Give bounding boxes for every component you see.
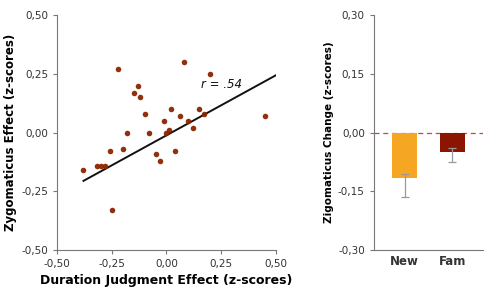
Point bbox=[97, 163, 105, 168]
Point bbox=[156, 159, 164, 163]
Point bbox=[123, 130, 131, 135]
Point bbox=[108, 208, 116, 213]
Point bbox=[206, 72, 214, 76]
Point bbox=[106, 149, 114, 154]
Point bbox=[80, 168, 88, 173]
Point bbox=[162, 130, 170, 135]
Point bbox=[93, 163, 101, 168]
Point bbox=[171, 149, 179, 154]
Point bbox=[200, 111, 208, 116]
Point bbox=[160, 119, 168, 123]
Point bbox=[129, 90, 137, 95]
Point bbox=[115, 67, 123, 72]
Point bbox=[101, 163, 109, 168]
Point bbox=[189, 125, 197, 130]
Point bbox=[165, 128, 173, 133]
Point bbox=[261, 114, 269, 119]
Y-axis label: Zygomaticus Effect (z-scores): Zygomaticus Effect (z-scores) bbox=[4, 34, 17, 231]
Text: r = .54: r = .54 bbox=[201, 78, 243, 91]
Point bbox=[119, 147, 127, 151]
Point bbox=[151, 151, 159, 156]
X-axis label: Duration Judgment Effect (z-scores): Duration Judgment Effect (z-scores) bbox=[40, 274, 293, 286]
Point bbox=[176, 114, 184, 119]
Point bbox=[195, 107, 203, 111]
Point bbox=[184, 119, 192, 123]
Bar bbox=[440, 133, 465, 152]
Point bbox=[145, 130, 153, 135]
Point bbox=[140, 111, 148, 116]
Point bbox=[180, 60, 188, 64]
Point bbox=[134, 83, 142, 88]
Bar bbox=[392, 133, 417, 178]
Point bbox=[136, 95, 144, 100]
Y-axis label: Zigomaticus Change (z-scores): Zigomaticus Change (z-scores) bbox=[324, 42, 334, 224]
Point bbox=[167, 107, 175, 111]
